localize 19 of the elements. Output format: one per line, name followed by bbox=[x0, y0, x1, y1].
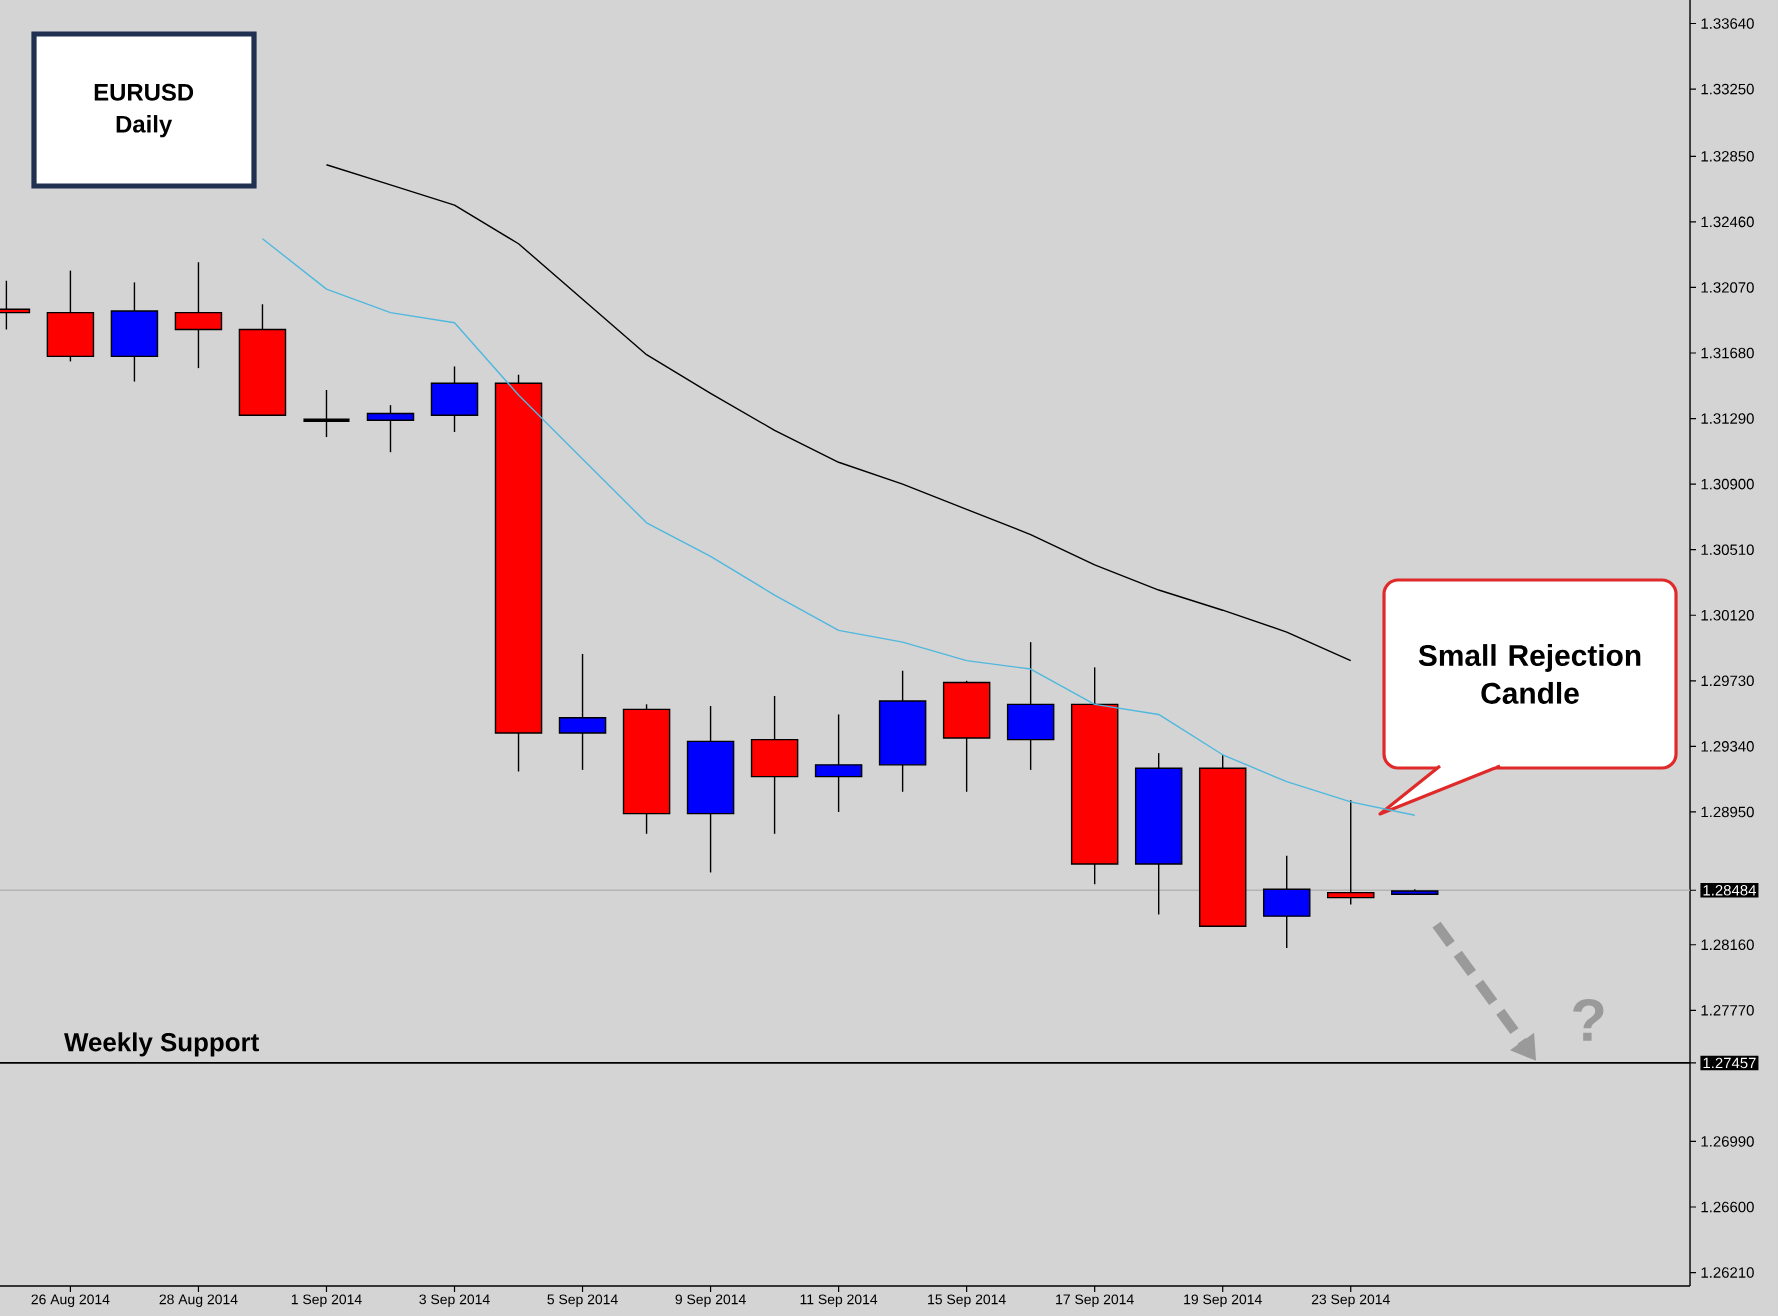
candlestick bbox=[750, 695, 799, 835]
candlestick bbox=[814, 713, 863, 813]
candlestick bbox=[110, 281, 159, 383]
candlestick bbox=[46, 269, 95, 363]
candlestick bbox=[174, 261, 223, 369]
annotation: Small Rejection Candle bbox=[1418, 644, 1641, 704]
text: EURUSD bbox=[94, 83, 194, 101]
ref-line-label: Weekly Support bbox=[64, 1032, 259, 1057]
text: Daily bbox=[116, 115, 173, 138]
candlestick bbox=[366, 404, 415, 453]
candlestick bbox=[1262, 854, 1311, 949]
candlestick bbox=[430, 365, 479, 433]
candlestick bbox=[301, 389, 352, 438]
candlestick bbox=[1006, 641, 1055, 771]
text: ? bbox=[1573, 998, 1604, 1041]
line-series bbox=[261, 238, 1416, 816]
candlestick bbox=[558, 653, 607, 771]
candlestick bbox=[1327, 799, 1375, 906]
line-series bbox=[325, 164, 1352, 662]
